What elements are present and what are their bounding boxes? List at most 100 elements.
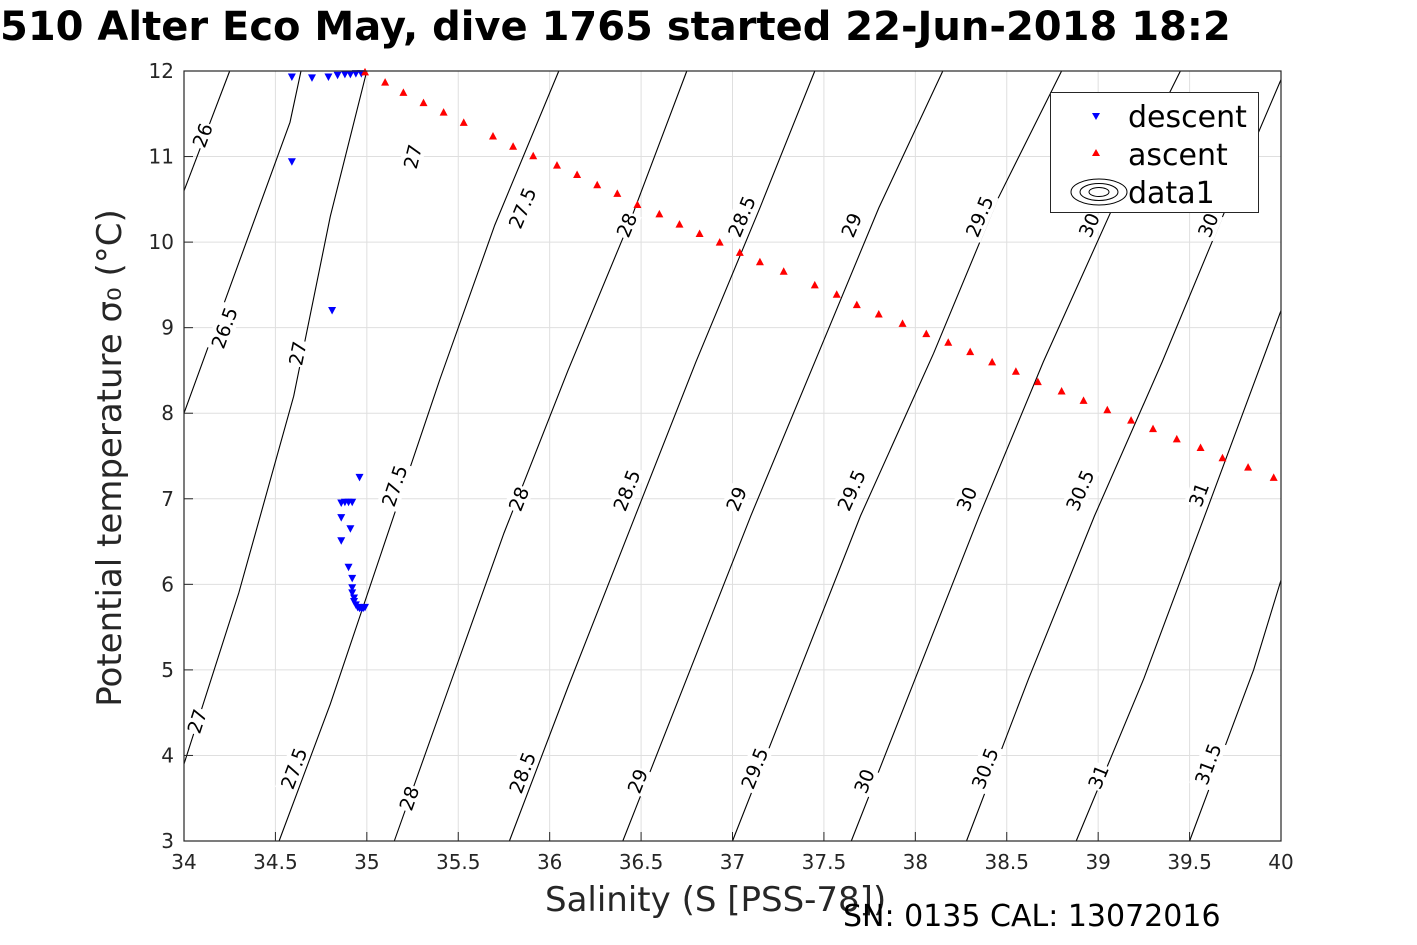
isopycnal-label: 30 <box>849 764 880 798</box>
ascent-point <box>755 257 764 266</box>
isopycnal-label: 27.5 <box>274 741 313 795</box>
chart-title: 510 Alter Eco May, dive 1765 started 22-… <box>0 4 1231 50</box>
descent-point <box>348 574 357 583</box>
isopycnal-label: 29 <box>721 482 752 516</box>
descent-point <box>346 525 355 533</box>
isopycnal-label-bg <box>1183 478 1214 511</box>
y-tick-label: 8 <box>161 401 174 425</box>
isopycnal-label-text: 29 <box>837 210 867 241</box>
legend-label-descent: descent <box>1128 100 1247 135</box>
isopycnal-label-text: 29 <box>722 484 752 515</box>
isopycnal-label-bg <box>284 338 311 369</box>
legend-item-ascent: ascent <box>1051 135 1260 173</box>
legend-item-descent: descent <box>1051 97 1260 135</box>
isopycnal-label-bg <box>849 764 880 798</box>
isopycnal-label: 27.5 <box>376 459 413 513</box>
ascent-point <box>1103 405 1112 414</box>
descent-point <box>328 307 337 315</box>
ascent-point <box>695 229 704 238</box>
isopycnal-label-bg <box>376 459 413 513</box>
ascent-marker-icon <box>1092 149 1100 156</box>
x-tick-label: 38 <box>903 850 928 874</box>
ascent-point <box>633 200 642 208</box>
x-tick-label: 37 <box>720 850 745 874</box>
ascent-point <box>529 151 538 160</box>
ascent-series <box>361 67 1278 481</box>
descent-point <box>307 74 316 82</box>
isopycnal-label-text: 31.5 <box>1191 741 1226 788</box>
isopycnal-label: 27 <box>284 338 312 369</box>
isopycnal-label: 30 <box>1073 208 1105 242</box>
isopycnal-label-text: 30.5 <box>1062 467 1099 515</box>
ascent-point <box>1196 443 1205 451</box>
ascent-point <box>613 189 622 197</box>
density-contour-labels: 2626.527272727.527.527.528282828.528.528… <box>182 119 1227 815</box>
y-tick-labels: 3 4 5 6 7 8 9 10 11 12 <box>149 59 174 853</box>
isopycnal-label-bg <box>722 190 761 243</box>
x-tick-label: 39.5 <box>1167 850 1212 874</box>
isopycnal-label-bg <box>394 782 424 815</box>
descent-point <box>346 70 355 79</box>
descent-series <box>287 70 370 613</box>
isopycnal-label-text: 30 <box>850 766 879 797</box>
ascent-point <box>509 142 518 150</box>
ascent-point <box>593 180 602 189</box>
isopycnal-label-text: 29.5 <box>737 745 773 792</box>
isopycnal-label-bg <box>205 301 243 355</box>
isopycnal-label: 26 <box>187 119 218 152</box>
isopycnal-label-text: 29.5 <box>834 467 871 515</box>
descent-point <box>287 73 296 81</box>
descent-marker-icon <box>1092 113 1100 120</box>
isopycnal-line <box>1189 579 1282 842</box>
isopycnal-label: 29 <box>622 764 653 798</box>
isopycnal-label-bg <box>831 463 872 517</box>
isopycnal-label: 29 <box>836 208 867 242</box>
ascent-point <box>1057 386 1066 395</box>
ascent-point <box>573 170 582 179</box>
isopycnal-label: 28.5 <box>503 746 542 799</box>
isopycnal-label-bg <box>622 764 653 798</box>
x-tick-label: 36.5 <box>619 850 664 874</box>
x-tick-label: 36 <box>537 850 562 874</box>
isopycnal-label-bg <box>502 181 542 235</box>
isopycnal-label: 30.5 <box>965 741 1004 795</box>
y-tick-label: 4 <box>161 743 174 767</box>
ascent-point <box>779 267 788 275</box>
isopycnal-label: 30.5 <box>1060 463 1100 517</box>
descent-point <box>287 158 296 166</box>
isopycnal-label-text: 30 <box>1194 210 1224 241</box>
x-tick-label: 37.5 <box>802 850 847 874</box>
descent-point <box>324 73 333 81</box>
isopycnal-label-bg <box>611 208 642 242</box>
ascent-point <box>1011 367 1020 375</box>
isopycnal-label-text: 29 <box>624 766 653 797</box>
isopycnal-line <box>393 70 688 842</box>
isopycnal-label-bg <box>503 482 534 515</box>
ascent-point <box>1218 453 1227 462</box>
isopycnal-line <box>508 70 816 842</box>
isopycnal-label: 28 <box>503 482 534 515</box>
ascent-point <box>488 132 497 140</box>
isopycnal-label: 29.5 <box>735 741 774 795</box>
ascent-point <box>1033 377 1042 386</box>
ascent-point <box>381 78 390 86</box>
isopycnal-label-text: 31 <box>1084 762 1114 793</box>
x-tick-label: 35.5 <box>436 850 481 874</box>
legend-item-data1: data1 <box>1051 173 1260 211</box>
descent-point <box>337 537 346 545</box>
ascent-point <box>988 357 997 366</box>
isopycnal-label-bg <box>274 741 313 795</box>
x-tick-label: 40 <box>1268 850 1293 874</box>
x-tick-label: 34.5 <box>253 850 298 874</box>
isopycnal-line <box>278 70 560 842</box>
grid-lines <box>183 70 1282 842</box>
ascent-point <box>1079 396 1088 404</box>
descent-point <box>348 584 357 592</box>
contour-symbol-icon <box>1070 178 1128 206</box>
isopycnal-label-bg <box>187 119 218 152</box>
axes <box>183 70 1282 842</box>
isopycnal-label-text: 27.5 <box>505 185 542 233</box>
ascent-point <box>1127 416 1136 424</box>
ascent-point <box>898 319 907 327</box>
